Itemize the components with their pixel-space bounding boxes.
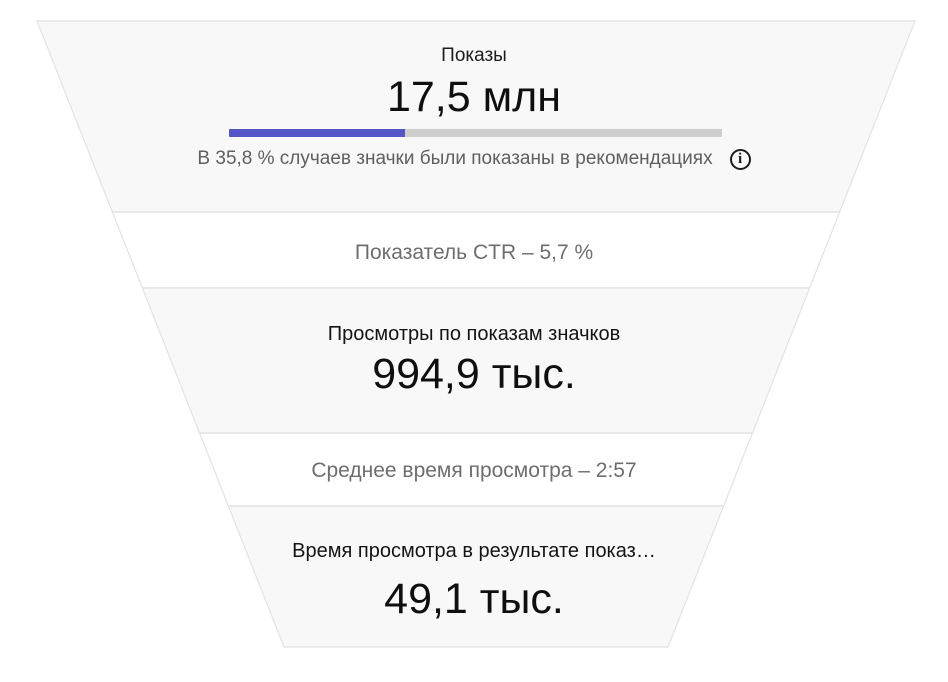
impressions-value: 17,5 млн — [386, 73, 562, 121]
impressions-progress-fill — [229, 129, 406, 137]
watch-time-title: Время просмотра в результате показ… — [292, 540, 656, 562]
ctr-label: Показатель CTR – 5,7 % — [354, 241, 594, 264]
impressions-progress-bar — [229, 129, 722, 137]
watch-time-value: 49,1 тыс. — [384, 575, 564, 623]
avg-view-duration-label: Среднее время просмотра – 2:57 — [311, 459, 637, 482]
views-title: Просмотры по показам значков — [327, 323, 621, 345]
info-icon[interactable]: i — [729, 148, 751, 170]
views-value: 994,9 тыс. — [372, 350, 576, 398]
impressions-caption: В 35,8 % случаев значки были показаны в … — [197, 148, 713, 169]
impressions-title: Показы — [441, 45, 507, 66]
impressions-caption-row: В 35,8 % случаев значки были показаны в … — [0, 145, 948, 173]
